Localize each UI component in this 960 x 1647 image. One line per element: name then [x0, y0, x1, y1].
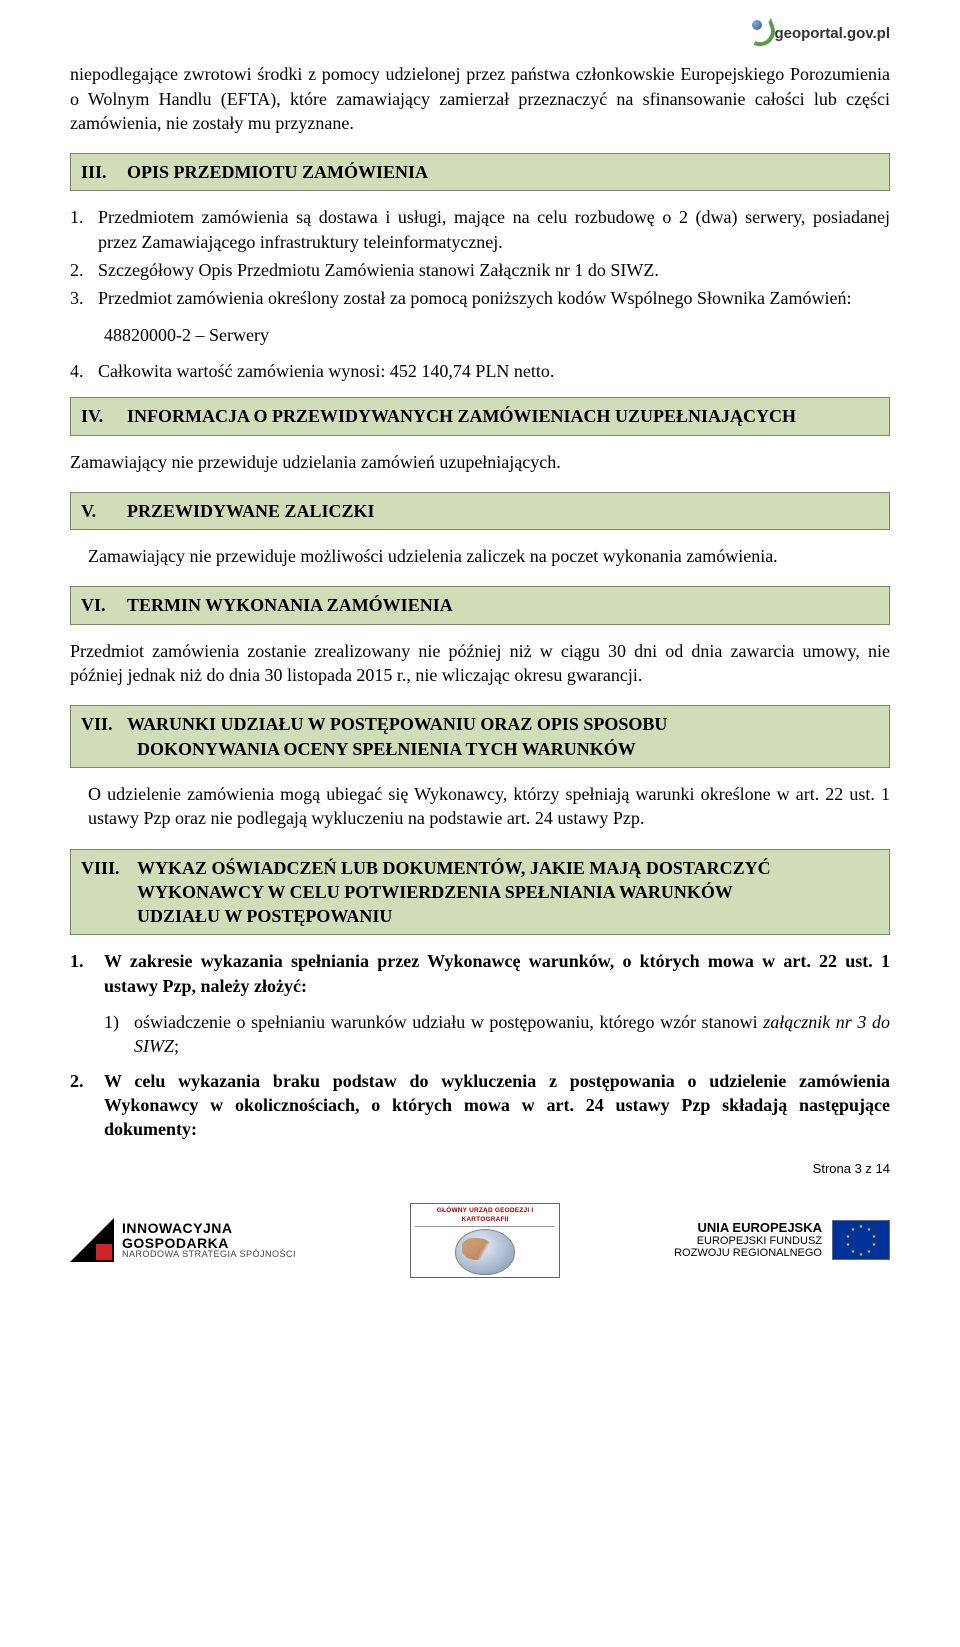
s8-item1-sublist: 1) oświadczenie o spełnianiu warunków ud… — [104, 1010, 890, 1059]
section-8-title-l2: WYKONAWCY W CELU POTWIERDZENIA SPEŁNIANI… — [81, 880, 879, 904]
section-7-title-l1: WARUNKI UDZIAŁU W POSTĘPOWANIU ORAZ OPIS… — [127, 712, 667, 736]
list-num: 1. — [70, 949, 104, 998]
geoportal-icon — [746, 20, 768, 48]
intro-paragraph: niepodlegające zwrotowi środki z pomocy … — [70, 62, 890, 135]
section-7-body: O udzielenie zamówienia mogą ubiegać się… — [88, 782, 890, 831]
s8-sub-text: oświadczenie o spełnianiu warunków udzia… — [134, 1010, 890, 1059]
section-7-header: VII. WARUNKI UDZIAŁU W POSTĘPOWANIU ORAZ… — [70, 705, 890, 768]
section-7-title-l2: DOKONYWANIA OCENY SPEŁNIENIA TYCH WARUNK… — [81, 737, 879, 761]
cpv-code: 48820000-2 – Serwery — [104, 323, 890, 347]
s8-item-1: W zakresie wykazania spełniania przez Wy… — [104, 949, 890, 998]
section-5-num: V. — [81, 499, 127, 523]
section-8-num: VIII. — [81, 856, 137, 880]
s3-item-1: Przedmiotem zamówienia są dostawa i usłu… — [98, 205, 890, 254]
section-4-title: INFORMACJA O PRZEWIDYWANYCH ZAMÓWIENIACH… — [127, 404, 796, 428]
list-num: 2. — [70, 258, 98, 282]
section-3-list-cont: 4.Całkowita wartość zamówienia wynosi: 4… — [70, 359, 890, 383]
section-8-header: VIII. WYKAZ OŚWIADCZEŃ LUB DOKUMENTÓW, J… — [70, 849, 890, 936]
section-4-body: Zamawiający nie przewiduje udzielania za… — [70, 450, 890, 474]
s8-sub-c: ; — [174, 1036, 179, 1056]
ue-line1: UNIA EUROPEJSKA — [674, 1221, 822, 1235]
ue-line2: EUROPEJSKI FUNDUSZ — [674, 1235, 822, 1247]
section-5-body: Zamawiający nie przewiduje możliwości ud… — [88, 544, 890, 568]
globe-icon — [455, 1229, 515, 1275]
section-8-title-l3: UDZIAŁU W POSTĘPOWANIU — [81, 904, 879, 928]
section-3-header: III. OPIS PRZEDMIOTU ZAMÓWIENIA — [70, 153, 890, 191]
ig-logo-icon — [70, 1218, 114, 1262]
footer: INNOWACYJNA GOSPODARKA NARODOWA STRATEGI… — [70, 1203, 890, 1278]
list-num: 3. — [70, 286, 98, 310]
header-logo: geoportal.gov.pl — [70, 20, 890, 54]
s8-item-2: W celu wykazania braku podstaw do wykluc… — [104, 1069, 890, 1142]
section-8-title-l1: WYKAZ OŚWIADCZEŃ LUB DOKUMENTÓW, JAKIE M… — [137, 856, 771, 880]
sub-num: 1) — [104, 1010, 134, 1059]
s8-sub-a: oświadczenie o spełnianiu warunków udzia… — [134, 1012, 763, 1032]
list-num: 2. — [70, 1069, 104, 1142]
footer-gugik: GŁÓWNY URZĄD GEODEZJI I KARTOGRAFII — [410, 1203, 560, 1278]
section-6-num: VI. — [81, 593, 127, 617]
gugik-label: GŁÓWNY URZĄD GEODEZJI I KARTOGRAFII — [415, 1207, 555, 1227]
eu-flag-icon — [832, 1220, 890, 1260]
section-6-body: Przedmiot zamówienia zostanie zrealizowa… — [70, 639, 890, 688]
page-number: Strona 3 z 14 — [70, 1160, 890, 1178]
section-8-list-2: 2. W celu wykazania braku podstaw do wyk… — [70, 1069, 890, 1142]
section-6-title: TERMIN WYKONANIA ZAMÓWIENIA — [127, 593, 453, 617]
section-7-num: VII. — [81, 712, 127, 736]
section-4-num: IV. — [81, 404, 127, 428]
section-6-header: VI. TERMIN WYKONANIA ZAMÓWIENIA — [70, 586, 890, 624]
section-5-title: PRZEWIDYWANE ZALICZKI — [127, 499, 375, 523]
footer-ue: UNIA EUROPEJSKA EUROPEJSKI FUNDUSZ ROZWO… — [674, 1220, 890, 1260]
ue-line3: ROZWOJU REGIONALNEGO — [674, 1247, 822, 1259]
section-5-header: V. PRZEWIDYWANE ZALICZKI — [70, 492, 890, 530]
section-8-list: 1. W zakresie wykazania spełniania przez… — [70, 949, 890, 998]
section-3-list: 1.Przedmiotem zamówienia są dostawa i us… — [70, 205, 890, 310]
section-3-num: III. — [81, 160, 127, 184]
list-num: 4. — [70, 359, 98, 383]
s3-item-4: Całkowita wartość zamówienia wynosi: 452… — [98, 359, 890, 383]
s3-item-3: Przedmiot zamówienia określony został za… — [98, 286, 890, 310]
s3-item-2: Szczegółowy Opis Przedmiotu Zamówienia s… — [98, 258, 890, 282]
ig-line1: INNOWACYJNA — [122, 1221, 296, 1236]
list-num: 1. — [70, 205, 98, 254]
section-4-header: IV. INFORMACJA O PRZEWIDYWANYCH ZAMÓWIEN… — [70, 397, 890, 435]
eu-stars — [846, 1225, 876, 1255]
geoportal-url: geoportal.gov.pl — [774, 24, 890, 44]
footer-ig: INNOWACYJNA GOSPODARKA NARODOWA STRATEGI… — [70, 1218, 296, 1262]
ig-line3: NARODOWA STRATEGIA SPÓJNOŚCI — [122, 1250, 296, 1259]
section-3-title: OPIS PRZEDMIOTU ZAMÓWIENIA — [127, 160, 428, 184]
